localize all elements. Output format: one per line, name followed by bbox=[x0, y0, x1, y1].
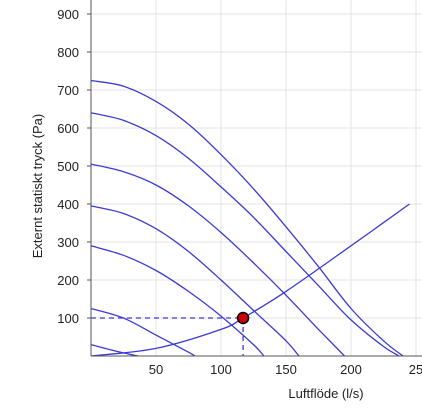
axes bbox=[87, 0, 422, 357]
x-tick-label: 150 bbox=[275, 362, 297, 377]
y-tick-labels: 100 200 300 400 500 600 700 800 900 bbox=[57, 7, 79, 326]
y-tick-label: 900 bbox=[57, 7, 79, 22]
x-tick-label: 25 bbox=[409, 362, 422, 377]
operating-point-marker bbox=[236, 311, 250, 325]
series-line-4 bbox=[90, 205, 300, 357]
series-line-3 bbox=[90, 163, 345, 357]
y-tick-label: 500 bbox=[57, 159, 79, 174]
x-tick-label: 50 bbox=[149, 362, 163, 377]
y-tick-label: 100 bbox=[57, 311, 79, 326]
y-tick-label: 400 bbox=[57, 197, 79, 212]
y-tick-label: 300 bbox=[57, 235, 79, 250]
series-line-7 bbox=[90, 343, 138, 357]
x-tick-labels: 50 100 150 200 25 bbox=[149, 362, 422, 377]
series-line-6 bbox=[90, 307, 196, 357]
series-line-2 bbox=[90, 112, 400, 357]
operating-point-group bbox=[236, 311, 250, 325]
operating-point-guides bbox=[91, 317, 244, 356]
y-tick-label: 800 bbox=[57, 45, 79, 60]
x-tick-label: 200 bbox=[340, 362, 362, 377]
y-tick-label: 200 bbox=[57, 273, 79, 288]
series-line-5 bbox=[90, 245, 265, 357]
y-tick-label: 700 bbox=[57, 83, 79, 98]
y-tick-label: 600 bbox=[57, 121, 79, 136]
series-group bbox=[90, 79, 410, 357]
x-tick-label: 100 bbox=[210, 362, 232, 377]
x-axis-title: Luftflöde (l/s) bbox=[288, 386, 363, 401]
series-line-1 bbox=[90, 79, 404, 357]
y-axis-title: Externt statiskt tryck (Pa) bbox=[30, 114, 45, 258]
